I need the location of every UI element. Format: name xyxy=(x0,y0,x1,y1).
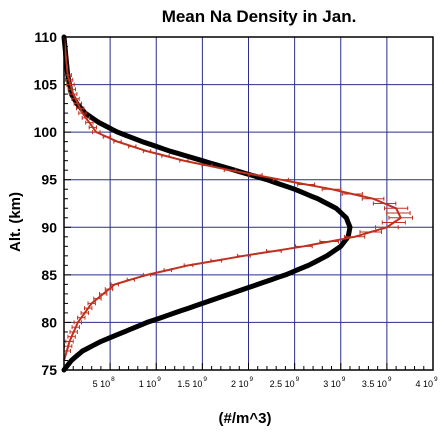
y-tick-label: 75 xyxy=(41,362,57,378)
error-bar xyxy=(161,153,170,158)
error-bar xyxy=(321,187,342,192)
error-bar xyxy=(383,206,409,211)
x-tick-label: 4 10 xyxy=(415,379,433,389)
error-bar xyxy=(66,82,75,87)
x-tick-label: 2.5 10 xyxy=(270,379,295,389)
x-tick-label: 3 10 xyxy=(323,379,341,389)
error-bar xyxy=(65,339,74,344)
error-bar xyxy=(81,115,91,120)
error-bar xyxy=(359,230,382,235)
series-black-line xyxy=(61,34,353,373)
x-tick-label: 1.5 10 xyxy=(177,379,202,389)
error-bar xyxy=(266,249,282,254)
error-bar xyxy=(87,301,96,306)
error-bar xyxy=(163,268,172,273)
error-bar xyxy=(73,101,83,106)
error-bar xyxy=(128,144,137,149)
y-tick-labels: 75 80 85 90 95 100 105 110 xyxy=(34,29,58,378)
error-bar xyxy=(80,310,89,315)
series-red-line xyxy=(63,36,402,361)
x-tick-label: 3.5 10 xyxy=(362,379,387,389)
y-tick-label: 110 xyxy=(34,29,57,45)
error-bar xyxy=(85,120,94,125)
error-bar xyxy=(92,130,101,135)
y-tick-label: 80 xyxy=(41,314,57,330)
x-tick-labels: 5 10 8 1 10 9 1.5 10 9 2 10 9 2.5 10 9 3 10 9 3.5 10… xyxy=(93,376,438,389)
error-bar xyxy=(126,277,136,282)
error-bar xyxy=(142,272,152,277)
plot-frame xyxy=(63,36,434,371)
x-axis-label: (#/m^3) xyxy=(219,410,272,427)
error-bar xyxy=(71,96,80,101)
error-bar xyxy=(372,201,397,206)
error-bar xyxy=(201,163,213,168)
x-tick-label: 1 10 xyxy=(139,379,157,389)
error-bar xyxy=(294,244,313,249)
y-tick-label: 95 xyxy=(41,172,57,188)
x-tick-exponent: 9 xyxy=(157,376,161,383)
error-bar xyxy=(67,87,77,92)
error-bar xyxy=(297,182,316,187)
error-bar xyxy=(113,139,122,144)
error-bar xyxy=(388,215,413,220)
x-tick-exponent: 9 xyxy=(203,376,207,383)
error-bar xyxy=(223,168,237,173)
error-bar xyxy=(361,196,385,201)
series-group xyxy=(61,34,413,373)
error-bar xyxy=(73,320,83,325)
error-bar xyxy=(78,111,87,116)
x-tick-exponent: 9 xyxy=(434,376,438,383)
error-bar xyxy=(179,158,189,163)
error-bar xyxy=(75,106,85,111)
error-bar xyxy=(102,134,112,139)
error-bar xyxy=(142,149,152,154)
error-bar xyxy=(71,325,80,330)
error-bar xyxy=(67,334,76,339)
error-bar xyxy=(272,177,289,182)
x-tick-exponent: 9 xyxy=(388,376,392,383)
error-bar xyxy=(69,92,78,97)
error-bar xyxy=(84,306,93,311)
x-tick-label: 5 10 xyxy=(93,379,111,389)
error-bar xyxy=(93,296,102,301)
x-tick-exponent: 9 xyxy=(342,376,346,383)
error-bar xyxy=(381,220,406,225)
x-tick-exponent: 9 xyxy=(296,376,300,383)
y-tick-label: 105 xyxy=(34,77,58,93)
y-tick-label: 90 xyxy=(41,219,57,235)
error-bar xyxy=(237,253,251,258)
error-bar xyxy=(183,263,194,268)
x-tick-exponent: 9 xyxy=(250,376,254,383)
chart-title: Mean Na Density in Jan. xyxy=(162,7,357,26)
error-bar xyxy=(386,211,411,216)
error-bar xyxy=(88,125,98,130)
x-tick-label: 2 10 xyxy=(231,379,249,389)
error-bar xyxy=(210,258,223,263)
error-bar xyxy=(248,172,263,177)
error-bar xyxy=(319,239,340,244)
error-bar xyxy=(110,282,119,287)
y-axis-label: Alt. (km) xyxy=(7,192,24,252)
error-bar xyxy=(77,315,86,320)
error-bar xyxy=(341,191,363,196)
x-tick-exponent: 8 xyxy=(111,376,115,383)
error-bar xyxy=(343,234,366,239)
error-bar xyxy=(69,329,78,334)
error-bar xyxy=(375,225,399,230)
error-bar xyxy=(99,291,108,296)
error-bar xyxy=(104,287,114,292)
y-tick-label: 100 xyxy=(34,124,58,140)
error-bar xyxy=(64,77,74,82)
y-tick-label: 85 xyxy=(41,267,57,283)
